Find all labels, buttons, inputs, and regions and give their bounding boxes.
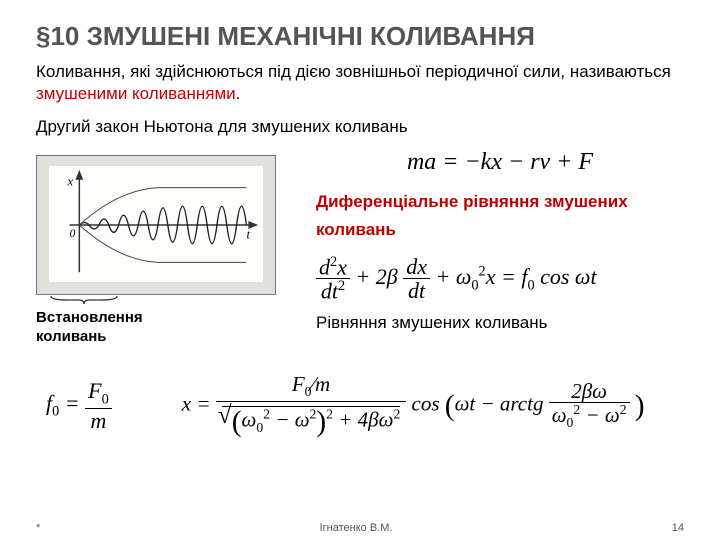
brace-icon (49, 294, 119, 304)
bottom-equations-row: f0 = F0m x = F0⁄m (ω02 − ω2)2 + 4βω2 cos… (36, 371, 684, 440)
section-title: §10 ЗМУШЕНІ МЕХАНІЧНІ КОЛИВАННЯ (36, 20, 684, 53)
differential-equation-label: Диференціальне рівняння змушених коливан… (316, 188, 684, 242)
graph-svg: x t 0 (49, 166, 263, 282)
section-name: ЗМУШЕНІ МЕХАНІЧНІ КОЛИВАННЯ (79, 21, 535, 51)
newton-equation: ma = −kx − rv + F (316, 149, 684, 176)
solution-equation-label: Рівняння змушених коливань (316, 313, 684, 333)
footer-author: Ігнатенко В.М. (320, 522, 393, 534)
page-number: 14 (672, 522, 684, 534)
oscillation-graph: x t 0 (36, 155, 276, 295)
slide-footer: * Ігнатенко В.М. 14 (0, 522, 720, 534)
svg-text:x: x (67, 175, 74, 189)
solution-equation: x = F0⁄m (ω02 − ω2)2 + 4βω2 cos (ωt − ar… (182, 371, 645, 440)
equations-column: ma = −kx − rv + F Диференціальне рівнянн… (276, 149, 684, 332)
footer-left: * (36, 522, 40, 534)
differential-equation: d2xdt2 + 2β dxdt + ω02x = f0 cos ωt (316, 255, 684, 303)
f0-definition: f0 = F0m (46, 379, 112, 431)
graph-column: x t 0 Встановлення коливань (36, 149, 276, 347)
content-row: x t 0 Встановлення коливань ma = −kx − r… (36, 149, 684, 347)
section-number: §10 (36, 21, 79, 51)
definition-paragraph: Коливання, які здійснюються під дією зов… (36, 61, 684, 107)
svg-text:0: 0 (69, 226, 75, 240)
slide: §10 ЗМУШЕНІ МЕХАНІЧНІ КОЛИВАННЯ Коливанн… (0, 0, 720, 440)
graph-caption: Встановлення коливань (36, 309, 186, 347)
newton-law-label: Другий закон Ньютона для змушених колива… (36, 116, 684, 139)
keyword-forced-oscillations: змушеними коливаннями (36, 84, 236, 103)
svg-text:t: t (246, 228, 250, 242)
